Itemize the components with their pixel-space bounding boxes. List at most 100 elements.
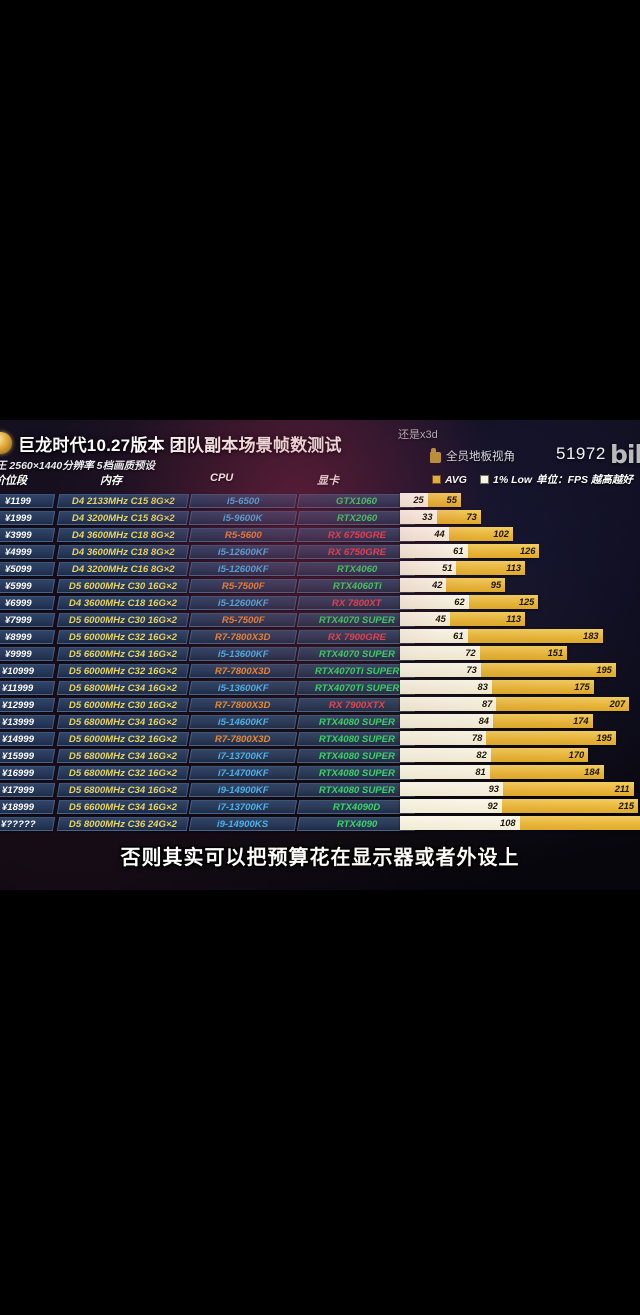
cell-memory: D5 6000MHz C30 16G×2 xyxy=(56,578,190,593)
table-row[interactable]: ¥1999 D4 3200MHz C15 8G×2 i5-9600K RTX2060 3… xyxy=(0,509,640,526)
bar-segment-low: 73 xyxy=(400,663,481,677)
legend-label-avg: AVG xyxy=(445,473,467,486)
fps-bar: 33 73 xyxy=(400,510,481,524)
table-row[interactable]: ¥5999 D5 6000MHz C30 16G×2 R5-7500F RTX4060… xyxy=(0,577,640,594)
bar-segment-low: 92 xyxy=(400,799,502,813)
cell-memory: D5 6800MHz C32 16G×2 xyxy=(56,765,190,780)
bar-segment-avg: 195 xyxy=(486,731,616,745)
cell-price: ¥4999 xyxy=(0,544,56,559)
bar-segment-low: 61 xyxy=(400,544,468,558)
bar-segment-avg: 207 xyxy=(496,697,630,711)
cell-cpu: i5-6500 xyxy=(188,493,298,508)
cell-cpu: R7-7800X3D xyxy=(188,731,298,746)
bar-segment-avg: 151 xyxy=(479,646,568,660)
cell-price: ¥5999 xyxy=(0,578,56,593)
cell-memory: D5 6000MHz C32 16G×2 xyxy=(56,663,190,678)
fps-bar: 73 195 xyxy=(400,663,616,677)
table-row[interactable]: ¥6999 D4 3600MHz C18 16G×2 i5-12600KF RX 78… xyxy=(0,594,640,611)
bar-segment-avg: 95 xyxy=(446,578,506,592)
table-row[interactable]: ¥????? D5 8000MHz C36 24G×2 i9-14900KS RTX4… xyxy=(0,815,640,832)
bar-segment-low: 44 xyxy=(400,527,449,541)
fps-bar: 82 170 xyxy=(400,748,589,762)
table-row[interactable]: ¥13999 D5 6800MHz C34 16G×2 i5-14600KF RTX4… xyxy=(0,713,640,730)
bar-segment-low: 42 xyxy=(400,578,447,592)
bar-segment-avg: 174 xyxy=(492,714,593,728)
cell-price: ¥11999 xyxy=(0,680,56,695)
bar-segment-avg: 170 xyxy=(490,748,589,762)
cell-cpu: i5-14600KF xyxy=(188,714,298,729)
chart-header: 巨龙时代10.27版本 团队副本场景帧数测试 xyxy=(0,428,640,458)
cell-memory: D5 6000MHz C30 16G×2 xyxy=(56,697,190,712)
fps-bar: 72 151 xyxy=(400,646,568,660)
cell-cpu: i5-12600KF xyxy=(188,561,298,576)
cell-cpu: R5-7500F xyxy=(188,578,298,593)
cell-price: ¥6999 xyxy=(0,595,56,610)
cell-memory: D5 6800MHz C34 16G×2 xyxy=(56,680,190,695)
bar-segment-low: 33 xyxy=(400,510,437,524)
table-row[interactable]: ¥15999 D5 6800MHz C34 16G×2 i7-13700KF RTX4… xyxy=(0,747,640,764)
floor-view-label: 全员地板视角 xyxy=(446,451,515,463)
table-row[interactable]: ¥16999 D5 6800MHz C32 16G×2 i7-14700KF RTX4… xyxy=(0,764,640,781)
cell-price: ¥7999 xyxy=(0,612,56,627)
cell-memory: D5 6000MHz C32 16G×2 xyxy=(56,629,190,644)
table-column-headers: 价位段 内存 CPU 显卡 xyxy=(0,472,640,488)
cell-memory: D5 6800MHz C34 16G×2 xyxy=(56,714,190,729)
bar-segment-low: 93 xyxy=(400,782,503,796)
table-row[interactable]: ¥1199 D4 2133MHz C15 8G×2 i5-6500 GTX1060 25… xyxy=(0,492,640,509)
legend-unit-label: 单位：FPS 越高越好 xyxy=(536,474,633,486)
bar-segment-avg xyxy=(519,816,640,830)
table-row[interactable]: ¥7999 D5 6000MHz C30 16G×2 R5-7500F RTX4070… xyxy=(0,611,640,628)
bar-segment-avg: 183 xyxy=(467,629,603,643)
column-header-memory: 内存 xyxy=(100,475,122,487)
cell-cpu: R7-7800X3D xyxy=(188,629,298,644)
bar-segment-avg: 113 xyxy=(449,612,526,626)
danmaku-comment: 还是x3d xyxy=(398,429,438,441)
table-row[interactable]: ¥11999 D5 6800MHz C34 16G×2 i5-13600KF RTX4… xyxy=(0,679,640,696)
table-row[interactable]: ¥14999 D5 6000MHz C32 16G×2 R7-7800X3D RTX4… xyxy=(0,730,640,747)
cell-cpu: i9-14900KS xyxy=(188,816,298,831)
table-row[interactable]: ¥5099 D4 3200MHz C16 8G×2 i5-12600KF RTX406… xyxy=(0,560,640,577)
cell-cpu: i7-14700KF xyxy=(188,765,298,780)
cell-price: ¥15999 xyxy=(0,748,56,763)
table-row[interactable]: ¥17999 D5 6800MHz C34 16G×2 i9-14900KF RTX4… xyxy=(0,781,640,798)
bar-segment-avg: 113 xyxy=(456,561,526,575)
legend-label-low: 1% Low xyxy=(492,473,533,486)
table-row[interactable]: ¥18999 D5 6600MHz C34 16G×2 i7-13700KF RTX4… xyxy=(0,798,640,815)
fps-bar: 61 126 xyxy=(400,544,540,558)
bar-segment-avg: 73 xyxy=(436,510,481,524)
column-header-price: 价位段 xyxy=(0,475,27,487)
cell-memory: D4 3200MHz C16 8G×2 xyxy=(56,561,190,576)
fps-bar: 61 183 xyxy=(400,629,603,643)
cell-price: ¥17999 xyxy=(0,782,56,797)
cell-memory: D5 6000MHz C30 16G×2 xyxy=(56,612,190,627)
cell-price: ¥8999 xyxy=(0,629,56,644)
bar-segment-avg: 215 xyxy=(501,799,638,813)
cell-memory: D4 2133MHz C15 8G×2 xyxy=(56,493,190,508)
fps-bar: 92 215 xyxy=(400,799,638,813)
bar-segment-low: 108 xyxy=(400,816,520,830)
table-row[interactable]: ¥10999 D5 6000MHz C32 16G×2 R7-7800X3D RTX4… xyxy=(0,662,640,679)
cell-memory: D5 6600MHz C34 16G×2 xyxy=(56,646,190,661)
fps-bar: 51 113 xyxy=(400,561,526,575)
bar-segment-low: 62 xyxy=(400,595,469,609)
table-row[interactable]: ¥4999 D4 3600MHz C18 8G×2 i5-12600KF RX 675… xyxy=(0,543,640,560)
table-row[interactable]: ¥9999 D5 6600MHz C34 16G×2 i5-13600KF RTX40… xyxy=(0,645,640,662)
video-subtitle: 否则其实可以把预算花在显示器或者外设上 xyxy=(120,847,520,869)
cell-price: ¥????? xyxy=(0,816,56,831)
bar-segment-low: 25 xyxy=(400,493,428,507)
video-frame[interactable]: 巨龙时代10.27版本 团队副本场景帧数测试 王 2560×1440分辨率 5档… xyxy=(0,420,640,890)
bar-segment-avg: 55 xyxy=(427,493,461,507)
table-row[interactable]: ¥12999 D5 6000MHz C30 16G×2 R7-7800X3D RX 7… xyxy=(0,696,640,713)
bar-segment-avg: 175 xyxy=(491,680,594,694)
fps-bar: 62 125 xyxy=(400,595,539,609)
bar-segment-avg: 125 xyxy=(468,595,539,609)
fps-bar: 45 113 xyxy=(400,612,526,626)
table-row[interactable]: ¥3999 D4 3600MHz C18 8G×2 R5-5600 RX 6750GR… xyxy=(0,526,640,543)
bar-segment-low: 82 xyxy=(400,748,491,762)
cell-cpu: i5-13600KF xyxy=(188,646,298,661)
test-conditions-subtitle: 王 2560×1440分辨率 5档画质预设 xyxy=(0,460,156,472)
cell-price: ¥16999 xyxy=(0,765,56,780)
bar-segment-avg: 184 xyxy=(489,765,604,779)
thumbs-up-icon xyxy=(430,447,441,463)
table-row[interactable]: ¥8999 D5 6000MHz C32 16G×2 R7-7800X3D RX 79… xyxy=(0,628,640,645)
